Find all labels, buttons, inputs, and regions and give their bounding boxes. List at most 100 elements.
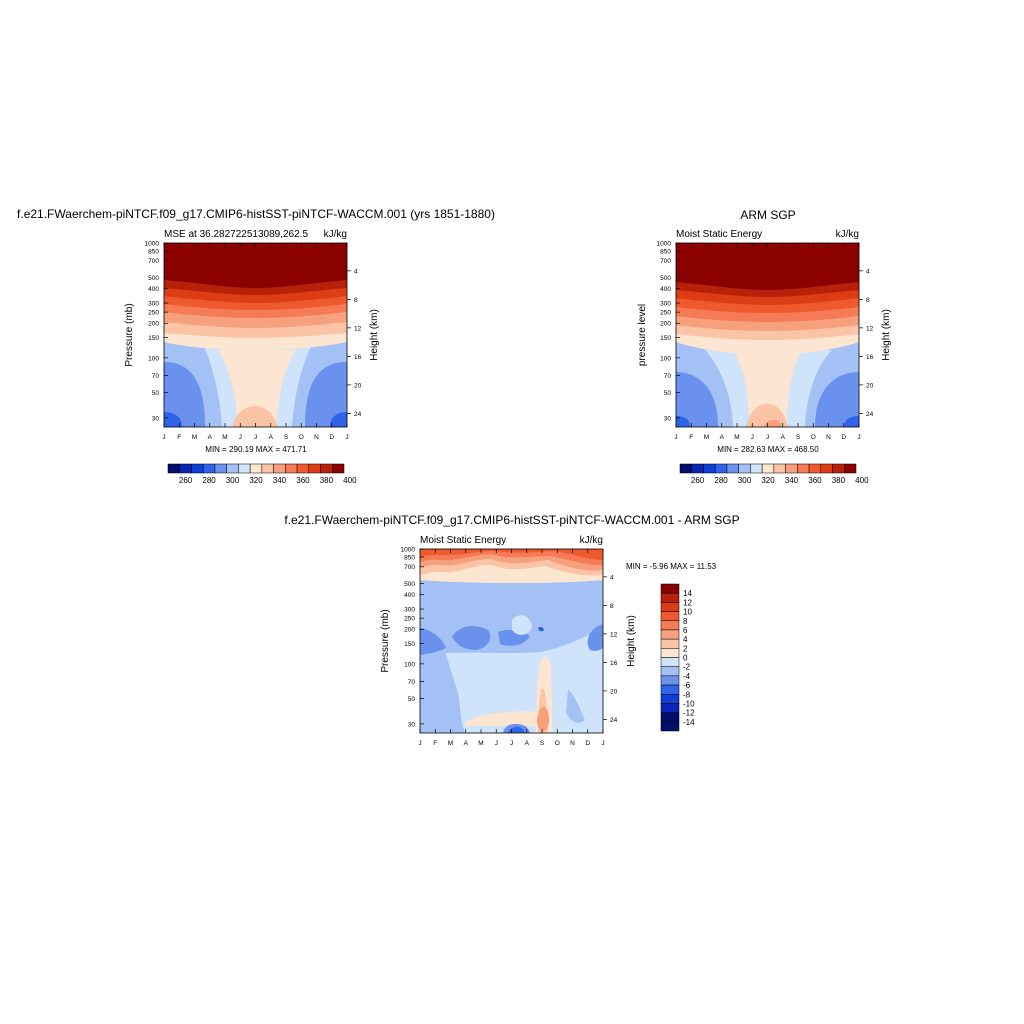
colorbar-obs-swatch-11 <box>808 463 822 474</box>
colorbar-diff-swatch-6 <box>660 638 680 649</box>
colorbar-obs-swatch-0 <box>679 463 692 474</box>
panel-obs-xlabel-1: F <box>689 434 693 441</box>
colorbar-diff-swatch-13 <box>660 703 680 713</box>
colorbar-obs-label-380: 380 <box>832 476 846 485</box>
colorbar-obs-label-340: 340 <box>785 476 799 485</box>
panel-obs-contours <box>676 243 859 427</box>
panel-model-ylabel-700: 700 <box>148 258 159 265</box>
panel-diff-ylabel-100: 100 <box>404 661 415 668</box>
colorbar-model-swatch-11 <box>296 463 310 474</box>
panel-diff-ylabel-200: 200 <box>404 627 415 634</box>
panel-obs-ylabel: pressure level <box>637 304 648 366</box>
panel-obs-rlabel-8: 8 <box>866 297 870 304</box>
colorbar-diff-label-2: 2 <box>683 644 688 653</box>
panel-model-xlabel-10: N <box>314 434 319 441</box>
panel-diff-xlabel-1: F <box>433 740 437 747</box>
panel-model-ylabel-70: 70 <box>152 373 160 380</box>
colorbar-obs-swatch-9 <box>785 463 798 474</box>
panel-model-ylabel-500: 500 <box>148 275 159 282</box>
colorbar-diff-swatch-5 <box>660 629 680 640</box>
colorbar-diff-swatch-15 <box>660 721 680 732</box>
colorbar-obs-swatch-2 <box>703 463 716 474</box>
colorbar-model-swatch-4 <box>214 463 227 474</box>
panel-obs-xlabel-12: J <box>857 434 860 441</box>
panel-model-xlabel-11: D <box>329 434 334 441</box>
panel-model-subtitle: MSE at 36.282722513089,262.5 <box>164 229 308 240</box>
colorbar-model-label-260: 260 <box>179 476 193 485</box>
colorbar-obs-swatch-10 <box>797 463 810 474</box>
colorbar-diff-label-m10: -10 <box>683 699 695 708</box>
panel-model-xlabel-6: J <box>254 434 257 441</box>
panel-model-xlabel-7: A <box>269 434 274 441</box>
colorbar-diff-swatch-2 <box>660 602 680 612</box>
panel-model-units: kJ/kg <box>324 229 347 240</box>
panel-model-rlabel-8: 8 <box>354 297 358 304</box>
panel-obs-xlabel-5: J <box>751 434 754 441</box>
panel-obs-xlabel-9: O <box>811 434 816 441</box>
panel-model-xlabel-1: F <box>177 434 181 441</box>
colorbar-diff-swatch-0 <box>660 583 680 594</box>
colorbar-obs-swatch-6 <box>750 463 763 474</box>
panel-obs-rlabel-20: 20 <box>866 382 874 389</box>
colorbar-obs-label-260: 260 <box>691 476 705 485</box>
panel-obs-ylabel-700: 700 <box>660 258 671 265</box>
colorbar-obs-label-320: 320 <box>761 476 775 485</box>
panel-diff-xlabel-5: J <box>495 740 498 747</box>
panel-diff-minmax: MIN = -5.96 MAX = 11.53 <box>626 562 717 571</box>
panel-diff-ylabel-300: 300 <box>404 606 415 613</box>
colorbar-diff-swatch-8 <box>660 657 680 667</box>
panel-model-ylabel-300: 300 <box>148 300 159 307</box>
panel-obs-ylabel-250: 250 <box>660 310 671 317</box>
panel-model-xlabel-8: S <box>284 434 289 441</box>
panel-model-xlabel-9: O <box>299 434 304 441</box>
panel-obs-xlabel-7: A <box>781 434 786 441</box>
panel-model-ylabel-150: 150 <box>148 335 159 342</box>
panel-model-ylabel-right: Height (km) <box>369 309 380 361</box>
colorbar-diff-swatch-11 <box>660 684 680 695</box>
panel-obs-xlabel-0: J <box>674 434 677 441</box>
panel-diff-rlabel-20: 20 <box>610 688 618 695</box>
panel-diff-subtitle: Moist Static Energy <box>420 535 506 546</box>
colorbar-model-swatch-9 <box>273 463 286 474</box>
colorbar-model-swatch-0 <box>167 463 180 474</box>
panel-obs-xlabel-11: D <box>841 434 846 441</box>
panel-model-ylabel-100: 100 <box>148 355 159 362</box>
panel-diff-rlabel-12: 12 <box>610 631 618 638</box>
colorbar-obs-label-400: 400 <box>855 476 869 485</box>
colorbar-diff-label-4: 4 <box>683 635 688 644</box>
panel-diff-xlabel-12: J <box>601 740 604 747</box>
panel-model-minmax: MIN = 290.19 MAX = 471.71 <box>205 445 307 454</box>
panel-diff-xlabel-4: M <box>478 740 483 747</box>
colorbar-obs: 260 280 300 320 340 360 380 400 <box>679 463 869 485</box>
panel-diff-ylabel-150: 150 <box>404 641 415 648</box>
panel-diff-units: kJ/kg <box>580 535 603 546</box>
colorbar-diff-label-m2: -2 <box>683 663 691 672</box>
panel-diff-rlabel-8: 8 <box>610 603 614 610</box>
colorbar-diff-swatch-12 <box>660 694 680 704</box>
colorbar-obs-swatch-4 <box>726 463 739 474</box>
colorbar-diff-swatch-9 <box>660 666 680 677</box>
colorbar-model-label-360: 360 <box>296 476 310 485</box>
panel-model-xlabel-0: J <box>162 434 165 441</box>
colorbar-diff-label-6: 6 <box>683 626 688 635</box>
colorbar-obs-swatch-7 <box>761 463 775 474</box>
panel-diff-ylabel-70: 70 <box>408 679 416 686</box>
colorbar-model-label-400: 400 <box>343 476 357 485</box>
panel-obs-ylabel-right: Height (km) <box>881 309 892 361</box>
colorbar-diff-label-10: 10 <box>683 608 692 617</box>
colorbar-model-label-320: 320 <box>249 476 263 485</box>
panel-diff-xlabel-2: M <box>448 740 453 747</box>
panel-model-ylabel-30: 30 <box>152 415 160 422</box>
panel-diff-xlabel-10: N <box>570 740 575 747</box>
panel-obs-xlabel-8: S <box>796 434 801 441</box>
colorbar-diff-swatch-7 <box>660 648 680 658</box>
panel-model-ylabel-50: 50 <box>152 390 160 397</box>
panel-diff-ylabel-30: 30 <box>408 721 416 728</box>
colorbar-obs-swatch-12 <box>820 463 833 474</box>
colorbar-model-label-380: 380 <box>320 476 334 485</box>
colorbar-diff-label-m4: -4 <box>683 672 691 681</box>
panel-obs-rlabel-24: 24 <box>866 411 874 418</box>
panel-diff-xlabel-7: A <box>525 740 530 747</box>
